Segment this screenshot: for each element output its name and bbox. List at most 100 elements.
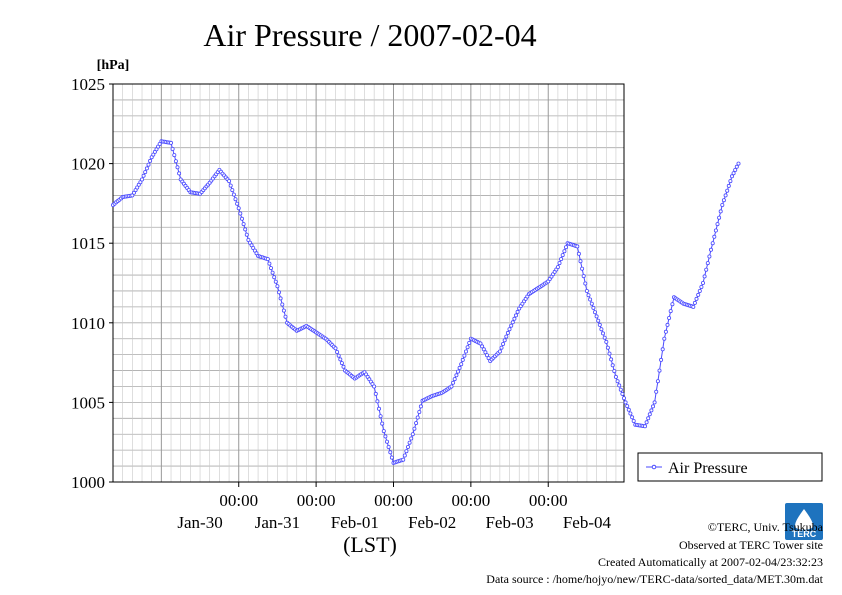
data-point <box>591 305 596 310</box>
data-point <box>728 179 733 184</box>
data-point <box>699 284 704 289</box>
y-tick-label: 1010 <box>71 314 105 333</box>
x-axis-ticks: 00:00 00:00 00:00 00:00 00:00 Jan-30 Jan-31 Feb… <box>177 482 611 532</box>
data-point <box>605 345 610 350</box>
y-tick-label: 1005 <box>71 393 105 412</box>
data-point <box>713 228 718 233</box>
data-point <box>578 259 583 264</box>
data-point <box>623 400 628 405</box>
data-point <box>484 353 489 358</box>
data-point <box>657 368 662 373</box>
data-point <box>499 345 504 350</box>
data-point <box>710 241 715 246</box>
data-point <box>172 153 177 158</box>
data-point <box>273 279 278 284</box>
data-point <box>557 261 562 266</box>
data-point <box>281 308 286 313</box>
data-point <box>383 434 388 439</box>
data-point <box>613 374 618 379</box>
logo-text: TERC <box>792 529 817 539</box>
data-point <box>723 193 728 198</box>
data-point <box>241 222 246 227</box>
y-tick-label: 1000 <box>71 473 105 492</box>
data-point <box>415 415 420 420</box>
data-point <box>602 335 607 340</box>
data-point <box>228 183 233 188</box>
data-point <box>417 409 422 414</box>
data-point <box>593 310 598 315</box>
data-point <box>460 357 465 362</box>
data-point <box>338 357 343 362</box>
data-point <box>418 404 423 409</box>
data-point <box>559 257 564 262</box>
chart-title: Air Pressure / 2007-02-04 <box>203 17 536 53</box>
data-point <box>712 234 717 239</box>
data-point <box>580 266 585 271</box>
x-tick-date-label: Feb-02 <box>408 513 456 532</box>
data-point <box>462 353 467 358</box>
x-tick-time-label: 00:00 <box>529 491 568 510</box>
data-point <box>581 274 586 279</box>
data-point <box>644 420 649 425</box>
series-line <box>112 140 739 464</box>
x-tick-date-label: Feb-04 <box>563 513 612 532</box>
data-point <box>612 369 617 374</box>
x-tick-date-label: Jan-31 <box>255 513 300 532</box>
data-point <box>451 380 456 385</box>
data-point <box>457 365 462 370</box>
data-point <box>515 309 520 314</box>
x-tick-time-label: 00:00 <box>297 491 336 510</box>
data-point <box>655 379 660 384</box>
data-point <box>335 349 340 354</box>
plot-frame <box>112 83 625 483</box>
data-point <box>272 275 277 280</box>
data-point <box>455 369 460 374</box>
data-point <box>144 166 149 171</box>
data-point <box>649 408 654 413</box>
data-point <box>628 411 633 416</box>
data-point <box>238 211 243 216</box>
data-point <box>501 341 506 346</box>
data-point <box>651 404 656 409</box>
terc-logo: TERC <box>785 503 823 540</box>
x-tick-date-label: Feb-01 <box>331 513 379 532</box>
x-tick-time-label: 00:00 <box>451 491 490 510</box>
y-tick-label: 1015 <box>71 234 105 253</box>
data-point <box>694 296 699 301</box>
data-point <box>646 416 651 421</box>
data-point <box>235 201 240 206</box>
data-point <box>497 349 502 354</box>
data-point <box>384 439 389 444</box>
footer-created: Created Automatically at 2007-02-04/23:3… <box>598 555 823 569</box>
data-point <box>702 274 707 279</box>
data-point <box>148 158 153 163</box>
footer-source: Data source : /home/hojyo/new/TERC-data/… <box>486 572 823 586</box>
data-point <box>270 270 275 275</box>
data-point <box>610 363 615 368</box>
x-tick-date-label: Jan-30 <box>177 513 222 532</box>
data-point <box>647 412 652 417</box>
data-point <box>725 188 730 193</box>
data-point <box>454 373 459 378</box>
data-point <box>654 389 659 394</box>
data-point <box>141 173 146 178</box>
data-point <box>463 349 468 354</box>
data-point <box>414 421 419 426</box>
data-point <box>662 336 667 341</box>
data-point <box>731 171 736 176</box>
data-point <box>704 267 709 272</box>
data-point <box>386 444 391 449</box>
data-point <box>230 188 235 193</box>
data-point <box>157 141 162 146</box>
data-point <box>631 418 636 423</box>
data-point <box>483 350 488 355</box>
data-point <box>607 351 612 356</box>
data-point <box>233 197 238 202</box>
data-point <box>231 192 236 197</box>
data-point <box>280 302 285 307</box>
data-point <box>601 331 606 336</box>
y-tick-label: 1020 <box>71 155 105 174</box>
data-point <box>730 174 735 179</box>
data-point <box>625 404 630 409</box>
